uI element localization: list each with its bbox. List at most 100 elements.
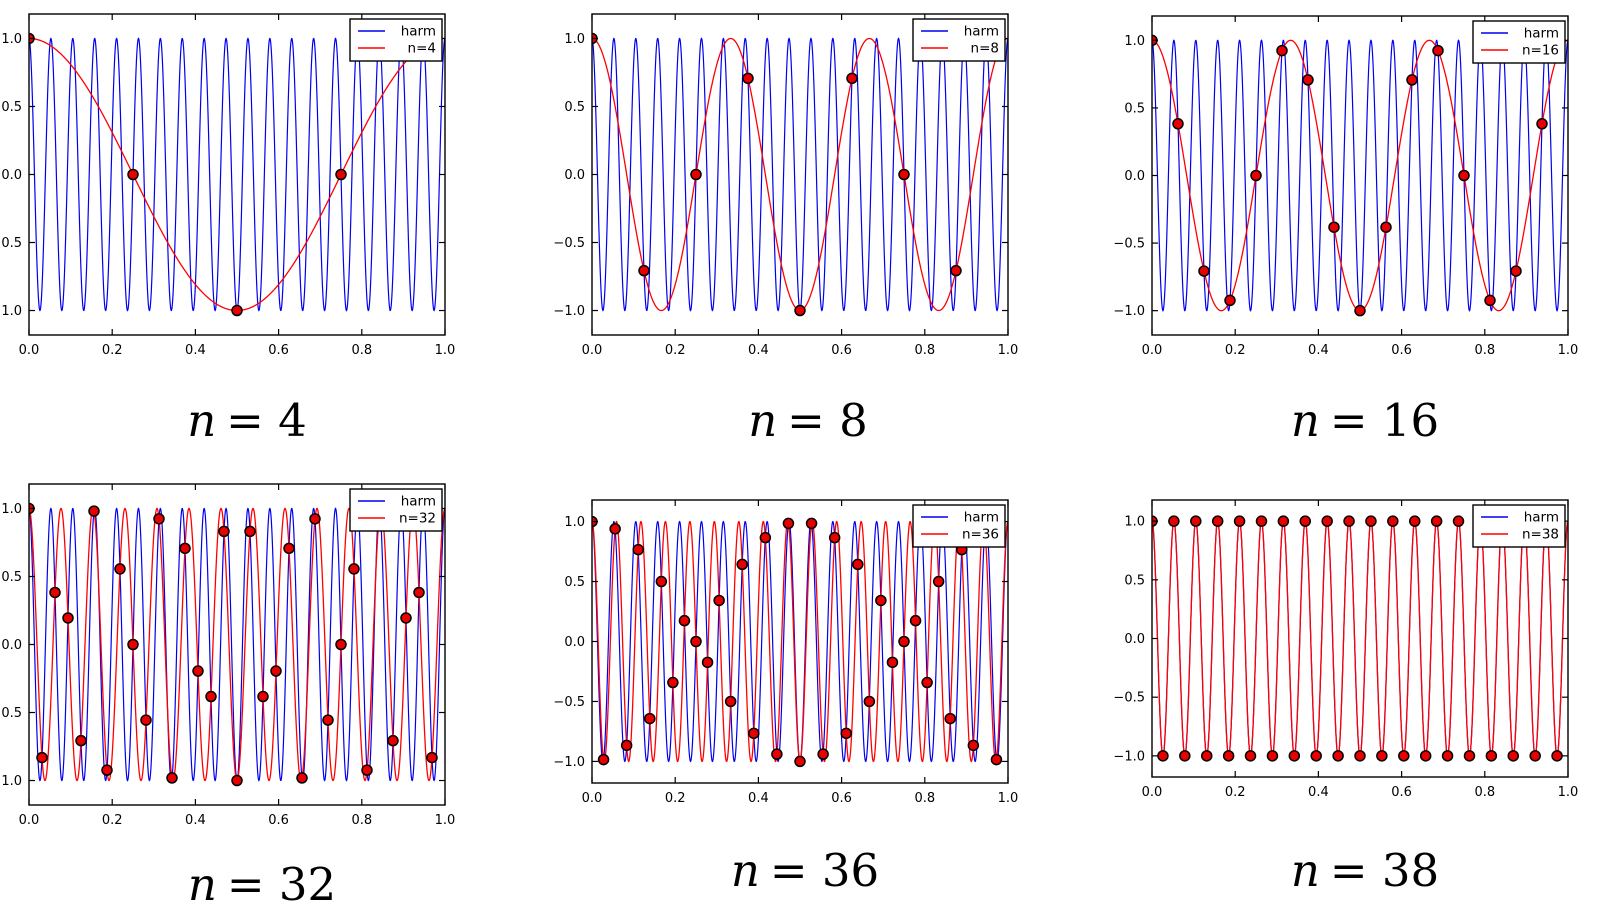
y-tick-label: 0.0 [564, 168, 585, 183]
x-tick-label: 0.2 [665, 343, 686, 358]
x-tick-label: 0.0 [19, 343, 40, 358]
sample-point [1299, 515, 1311, 527]
sample-point [632, 543, 644, 556]
y-tick-label: 0.5 [1124, 101, 1145, 116]
sample-point [944, 712, 956, 725]
sample-point [140, 714, 152, 726]
sample-point [690, 168, 702, 181]
legend-alias-label: n=16 [1522, 43, 1559, 59]
sample-point [950, 264, 962, 277]
x-tick-label: 0.6 [1391, 785, 1412, 800]
sample-point [88, 505, 100, 517]
sample-point [1224, 294, 1236, 307]
plot-svg-n=8: 0.0 0.2 0.4 0.6 0.8 1.0 1.0 0.5 0.0 −0.5 −1.0 harmn… [553, 13, 1018, 358]
plot-area [29, 32, 445, 317]
sample-point [644, 712, 656, 725]
y-tick-label: 0.0 [564, 635, 585, 650]
sample-point [846, 72, 858, 85]
sample-point [1211, 515, 1224, 527]
sample-point [1354, 304, 1366, 317]
x-tick-label: 0.4 [748, 791, 769, 806]
sample-point [794, 755, 806, 768]
x-tick-label: 0.2 [1225, 343, 1246, 358]
y-tick-label: −0.5 [1113, 691, 1145, 706]
sample-point [794, 304, 806, 317]
x-tick-label: 0.2 [102, 813, 123, 828]
plot-svg-n=36: 0.0 0.2 0.4 0.6 0.8 1.0 1.0 0.5 0.0 −0.5 −1.0 harmn… [553, 499, 1018, 806]
x-tick-label: 1.0 [998, 791, 1018, 806]
sample-point [75, 734, 87, 747]
y-tick-label: −0.5 [553, 695, 585, 710]
sample-point [620, 739, 633, 752]
sample-point [1430, 515, 1443, 527]
y-tick-label: −1.0 [553, 304, 585, 319]
sample-point [1302, 74, 1314, 86]
sample-point [1201, 750, 1213, 762]
sample-point [335, 638, 347, 651]
y-tick-label: 0.0 [1124, 632, 1145, 647]
x-tick-label: 0.6 [268, 813, 289, 828]
sample-point [782, 517, 795, 530]
sample-point [898, 168, 910, 181]
plot-area [592, 515, 1008, 768]
sample-point [1398, 750, 1410, 762]
sample-point [1529, 750, 1541, 762]
sample-point [1179, 750, 1191, 762]
sample-point [127, 168, 139, 181]
caption-symbol: n [1290, 394, 1320, 447]
sample-point [713, 594, 725, 607]
plot-n16: 0.0 0.2 0.4 0.6 0.8 1.0 1.0 0.5 0.0 −0.5 −1.0 harm n… [1104, 4, 1578, 365]
sample-point [114, 563, 126, 575]
sample-point [218, 525, 230, 538]
sample-point [921, 676, 933, 689]
y-tick-label: −1.0 [553, 755, 585, 770]
x-tick-label: 0.6 [1391, 343, 1412, 358]
sample-point [1198, 265, 1210, 277]
x-tick-label: 0.4 [1308, 343, 1329, 358]
caption-n36: n = 36 [731, 846, 879, 896]
plot-area [1152, 34, 1568, 317]
x-tick-label: 0.0 [19, 813, 40, 828]
y-tick-label: 0.0 [1, 168, 22, 183]
sample-point [771, 748, 783, 760]
y-tick-label: 0.5 [1124, 573, 1145, 588]
sample-point [678, 614, 691, 627]
sample-point [1310, 750, 1322, 762]
legend-harm-label: harm [401, 494, 436, 510]
axes-frame [28, 13, 446, 336]
plot-area [592, 32, 1008, 317]
tick-marks [28, 14, 446, 335]
sample-point [748, 727, 760, 740]
sample-point [1157, 750, 1169, 762]
sample-point [967, 739, 980, 752]
sample-point [335, 168, 347, 181]
sample-point [387, 734, 399, 747]
caption-value: = 16 [1329, 394, 1440, 447]
axes-frame [28, 483, 446, 806]
sample-point [1441, 750, 1454, 762]
harm-curve [592, 37, 1008, 312]
y-tick-label: 1.0 [1124, 34, 1145, 49]
caption-value: = 4 [226, 394, 307, 447]
sample-point [817, 748, 829, 760]
caption-symbol: n [730, 844, 760, 897]
legend-alias-label: n=4 [408, 41, 436, 57]
sample-point [153, 513, 165, 525]
y-tick-label: −1.0 [1113, 749, 1145, 764]
sample-point [1380, 221, 1392, 233]
sample-point [886, 656, 899, 669]
plot-n36: 0.0 0.2 0.4 0.6 0.8 1.0 1.0 0.5 0.0 −0.5 −1.0 harm n… [544, 488, 1018, 813]
sample-point [724, 695, 737, 708]
sample-point [1406, 74, 1418, 86]
x-tick-label: 0.8 [914, 343, 935, 358]
y-tick-label: 1.0 [1, 502, 22, 517]
sample-point [1288, 750, 1301, 762]
x-tick-label: 0.8 [351, 813, 372, 828]
y-tick-label: −1.0 [0, 774, 22, 789]
x-tick-label: 0.4 [748, 343, 769, 358]
sample-point [296, 772, 308, 784]
